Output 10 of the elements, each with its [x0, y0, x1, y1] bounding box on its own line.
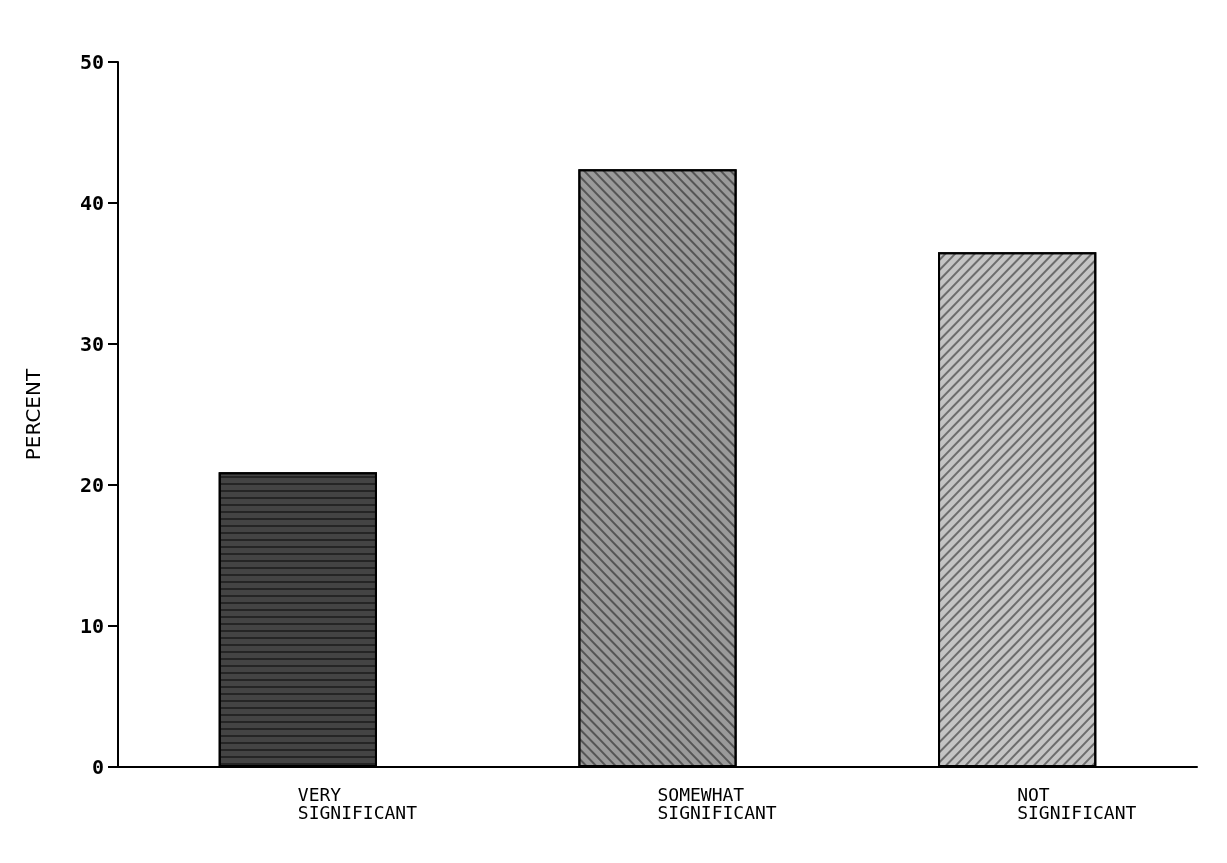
- y-tick-label: 10: [79, 614, 104, 638]
- x-tick-label: SOMEWHAT SIGNIFICANT: [657, 783, 777, 823]
- y-tick-label: 50: [79, 50, 104, 74]
- x-tick-label: VERY SIGNIFICANT: [297, 783, 418, 823]
- y-tick-label: 20: [79, 473, 104, 497]
- x-tick-label: NOT SIGNIFICANT: [1017, 783, 1137, 823]
- y-tick-label: 0: [91, 755, 104, 779]
- y-tick-label: 30: [79, 332, 104, 356]
- y-tick-label: 40: [79, 191, 104, 215]
- y-axis-title: PERCENT: [21, 368, 45, 461]
